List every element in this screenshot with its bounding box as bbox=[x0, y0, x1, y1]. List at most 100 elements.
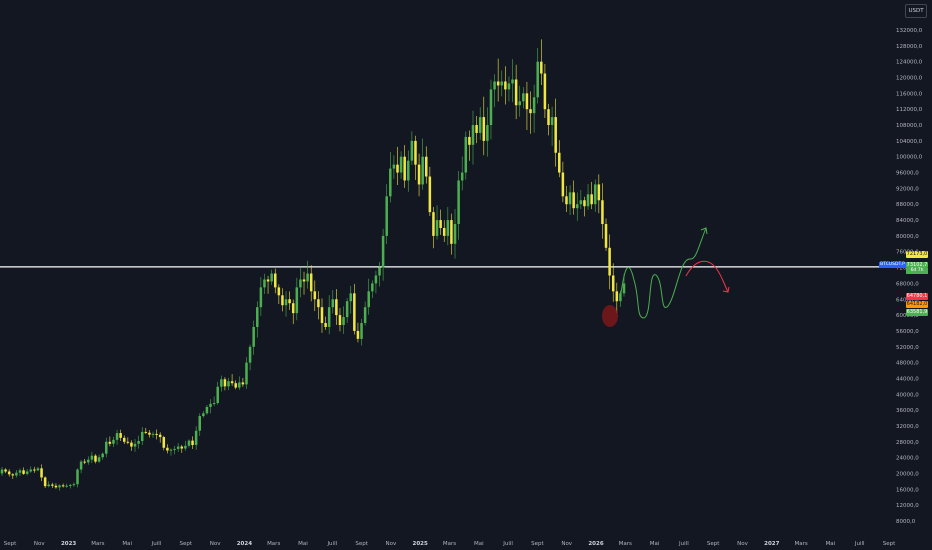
y-tick-label: 124000,0 bbox=[896, 60, 923, 66]
candle bbox=[468, 136, 471, 145]
candle bbox=[601, 200, 604, 225]
candle bbox=[439, 220, 442, 228]
candle bbox=[155, 433, 158, 435]
y-tick-label: 88000,0 bbox=[896, 202, 919, 208]
candle bbox=[583, 200, 586, 207]
x-tick-label: Juill bbox=[151, 541, 162, 547]
y-tick-label: 60000,0 bbox=[896, 313, 919, 319]
green-arrow-head bbox=[700, 227, 708, 235]
y-tick-label: 116000,0 bbox=[896, 91, 923, 97]
y-tick-label: 28000,0 bbox=[896, 440, 919, 446]
candle bbox=[284, 299, 288, 306]
candle bbox=[266, 279, 270, 282]
y-tick-label: 20000,0 bbox=[896, 471, 919, 477]
y-tick-label: 16000,0 bbox=[896, 487, 919, 493]
candle bbox=[478, 117, 482, 133]
candle bbox=[130, 442, 133, 447]
candle bbox=[421, 156, 424, 185]
candle bbox=[198, 416, 202, 431]
candle bbox=[608, 247, 611, 276]
x-tick-label: 2023 bbox=[61, 541, 76, 547]
candle bbox=[327, 307, 331, 327]
candle bbox=[245, 362, 248, 385]
y-tick-label: 12000,0 bbox=[896, 503, 919, 509]
candle bbox=[33, 469, 36, 471]
y-tick-label: 92000,0 bbox=[896, 186, 919, 192]
candle bbox=[457, 180, 460, 225]
candle bbox=[306, 273, 309, 282]
candle bbox=[158, 434, 162, 438]
candle bbox=[342, 317, 345, 325]
candle bbox=[4, 469, 7, 472]
price-axis[interactable]: 8000,0 12000,0 16000,0 20000,0 24000,0 28000,… bbox=[896, 28, 923, 525]
candle bbox=[281, 295, 284, 306]
candle bbox=[184, 445, 187, 449]
candle bbox=[252, 326, 255, 347]
x-tick-label: Nov bbox=[210, 541, 221, 547]
x-tick-label: Mars bbox=[91, 541, 104, 547]
candle bbox=[360, 323, 363, 339]
candle bbox=[374, 275, 378, 284]
y-tick-label: 100000,0 bbox=[896, 155, 923, 161]
candle bbox=[345, 301, 349, 318]
candle bbox=[529, 109, 532, 114]
candle bbox=[122, 437, 126, 442]
candle bbox=[561, 172, 565, 197]
y-tick-label: 32000,0 bbox=[896, 424, 919, 430]
candle bbox=[61, 485, 65, 487]
candle bbox=[371, 283, 374, 292]
x-tick-label: Sept bbox=[707, 541, 720, 547]
x-tick-label: Mars bbox=[794, 541, 807, 547]
candle bbox=[194, 430, 198, 445]
candle bbox=[29, 469, 33, 472]
candle bbox=[442, 227, 446, 236]
candle bbox=[101, 453, 104, 458]
green-price-tag: 63581,9 bbox=[906, 309, 928, 316]
candle bbox=[320, 307, 324, 324]
x-tick-label: Mai bbox=[474, 541, 484, 547]
candle bbox=[435, 220, 439, 236]
candle bbox=[309, 273, 313, 292]
candle bbox=[622, 283, 626, 294]
candle bbox=[263, 279, 266, 288]
candle bbox=[76, 469, 79, 485]
y-tick-label: 56000,0 bbox=[896, 329, 919, 335]
candle bbox=[385, 196, 388, 236]
y-tick-label: 52000,0 bbox=[896, 345, 919, 351]
candle bbox=[47, 484, 50, 487]
horizontal-level-price-tag: 72173,0 bbox=[906, 251, 928, 258]
red-projection-path bbox=[685, 260, 729, 293]
candle bbox=[43, 477, 47, 487]
candle bbox=[7, 471, 11, 475]
candle bbox=[378, 267, 381, 276]
marker-ellipse bbox=[602, 305, 618, 327]
candle bbox=[166, 447, 169, 451]
currency-button[interactable]: USDT bbox=[905, 4, 927, 18]
candle bbox=[525, 93, 529, 110]
candle bbox=[590, 194, 593, 205]
candle bbox=[518, 101, 521, 106]
candle bbox=[25, 471, 29, 474]
y-tick-label: 40000,0 bbox=[896, 392, 919, 398]
candle bbox=[403, 156, 406, 181]
candle bbox=[417, 164, 421, 185]
candle bbox=[40, 468, 43, 478]
candle bbox=[299, 279, 302, 288]
candle bbox=[169, 449, 173, 451]
candle bbox=[615, 291, 619, 302]
red-price-tag: 64780,1 bbox=[906, 293, 928, 300]
candle bbox=[471, 125, 475, 145]
candle bbox=[248, 346, 252, 363]
candle bbox=[407, 160, 410, 181]
candle bbox=[550, 117, 554, 126]
candle bbox=[90, 455, 94, 460]
candle bbox=[58, 485, 61, 488]
candle bbox=[489, 89, 493, 126]
candle bbox=[126, 441, 130, 443]
candle bbox=[460, 172, 464, 181]
candle bbox=[212, 403, 216, 405]
time-axis[interactable]: Sept Nov 2023 Mars Mai Juill Sept Nov 2024 Mars Ma… bbox=[4, 541, 896, 547]
current-price-tag: 73102,7 bbox=[906, 262, 928, 268]
